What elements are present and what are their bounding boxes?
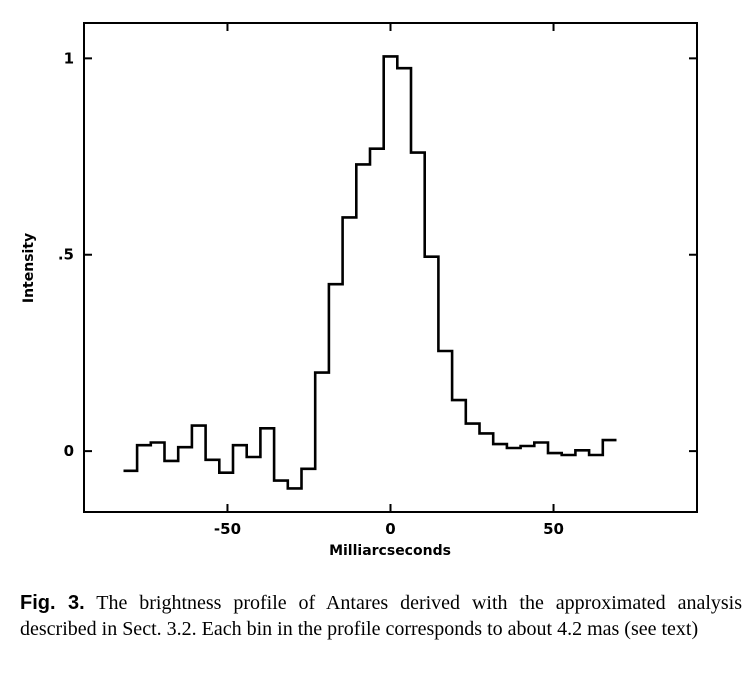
caption-text: The brightness profile of Antares derive… bbox=[20, 592, 743, 640]
x-tick-label: 50 bbox=[543, 520, 564, 538]
plot-frame bbox=[83, 22, 698, 513]
axis-ticks bbox=[84, 23, 697, 512]
chart: -50 0 50 0 .5 1 Milliarcseconds Intensity bbox=[21, 22, 698, 559]
x-axis-label: Milliarcseconds bbox=[329, 543, 451, 559]
figure-label: Fig. 3. bbox=[20, 592, 85, 614]
y-axis-label: Intensity bbox=[21, 233, 37, 303]
y-tick-label: 1 bbox=[64, 49, 74, 67]
y-tick-label: .5 bbox=[58, 246, 74, 264]
y-tick-label: 0 bbox=[64, 442, 74, 460]
x-tick-label: 0 bbox=[385, 520, 395, 538]
x-tick-label: -50 bbox=[214, 520, 241, 538]
data-series-profile bbox=[123, 55, 617, 490]
figure-caption: Fig. 3. The brightness profile of Antare… bbox=[20, 590, 742, 642]
tick-labels: -50 0 50 0 .5 1 bbox=[58, 49, 564, 538]
